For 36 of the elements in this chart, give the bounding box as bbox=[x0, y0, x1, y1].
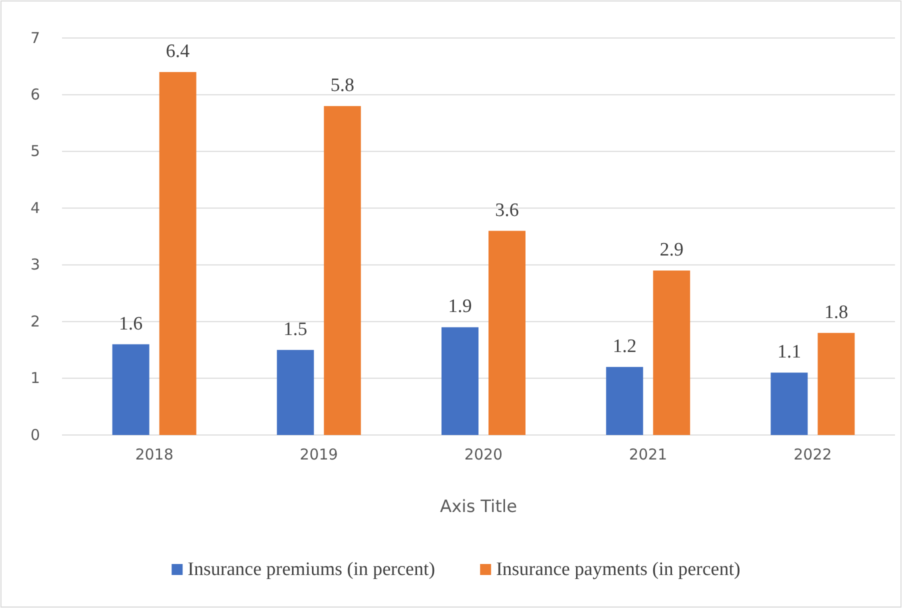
y-tick-label: 6 bbox=[30, 86, 40, 104]
bar bbox=[276, 350, 314, 435]
bar bbox=[653, 270, 690, 435]
x-axis-title: Axis Title bbox=[440, 497, 518, 517]
bar bbox=[159, 72, 196, 435]
y-tick-label: 7 bbox=[30, 28, 40, 47]
data-label: 1.9 bbox=[448, 296, 472, 318]
bar bbox=[442, 327, 478, 435]
bar bbox=[488, 230, 526, 435]
data-label: 2.9 bbox=[660, 240, 684, 261]
bar bbox=[112, 344, 150, 435]
y-tick-label: 1 bbox=[30, 369, 40, 388]
data-label: 3.6 bbox=[495, 200, 519, 221]
legend-label: Insurance premiums (in percent) bbox=[188, 559, 436, 580]
data-label: 1.2 bbox=[612, 336, 636, 357]
data-label: 1.1 bbox=[777, 342, 802, 363]
x-tick-label: 2019 bbox=[300, 446, 338, 464]
y-tick-label: 4 bbox=[30, 198, 40, 217]
x-tick-label: 2020 bbox=[464, 446, 503, 464]
bar bbox=[818, 332, 855, 435]
data-label: 6.4 bbox=[166, 41, 190, 62]
bar bbox=[606, 366, 644, 435]
bar bbox=[770, 372, 808, 435]
data-label: 5.8 bbox=[330, 75, 354, 96]
y-tick-label: 0 bbox=[30, 426, 40, 444]
data-label: 1.5 bbox=[284, 318, 308, 340]
y-tick-label: 5 bbox=[30, 142, 40, 160]
legend-label: Insurance payments (in percent) bbox=[496, 559, 740, 580]
data-label: 1.6 bbox=[118, 313, 143, 334]
data-label: 1.8 bbox=[824, 302, 848, 323]
x-tick-label: 2021 bbox=[629, 446, 668, 464]
y-tick-label: 3 bbox=[30, 256, 40, 274]
y-tick-label: 2 bbox=[30, 312, 40, 330]
bar bbox=[324, 106, 361, 435]
x-tick-label: 2018 bbox=[135, 446, 174, 464]
x-tick-label: 2022 bbox=[794, 446, 832, 464]
